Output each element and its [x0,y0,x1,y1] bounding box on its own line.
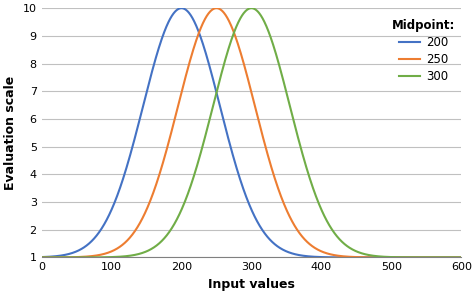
200 [39,255,44,259]
Line: 200: 200 [41,8,461,258]
300 [81,256,87,259]
200 [209,73,215,76]
200 [327,255,333,259]
250 [81,255,87,258]
200 [458,256,464,259]
300 [367,253,372,257]
200 [374,256,380,259]
200 [81,245,87,249]
250 [458,256,464,259]
Line: 300: 300 [41,8,461,258]
250 [39,256,44,259]
300 [458,256,464,259]
Line: 250: 250 [41,8,461,258]
250 [214,6,219,10]
250 [367,255,372,259]
200 [178,6,184,10]
250 [327,253,333,256]
250 [374,255,380,259]
Y-axis label: Evaluation scale: Evaluation scale [4,76,17,190]
200 [367,256,372,259]
250 [224,15,230,19]
X-axis label: Input values: Input values [208,278,295,291]
300 [374,254,380,258]
250 [208,9,214,12]
300 [248,6,254,10]
300 [224,54,229,57]
Legend: 200, 250, 300: 200, 250, 300 [392,19,456,83]
300 [208,111,214,114]
200 [224,131,230,135]
300 [327,225,333,229]
300 [39,256,44,259]
